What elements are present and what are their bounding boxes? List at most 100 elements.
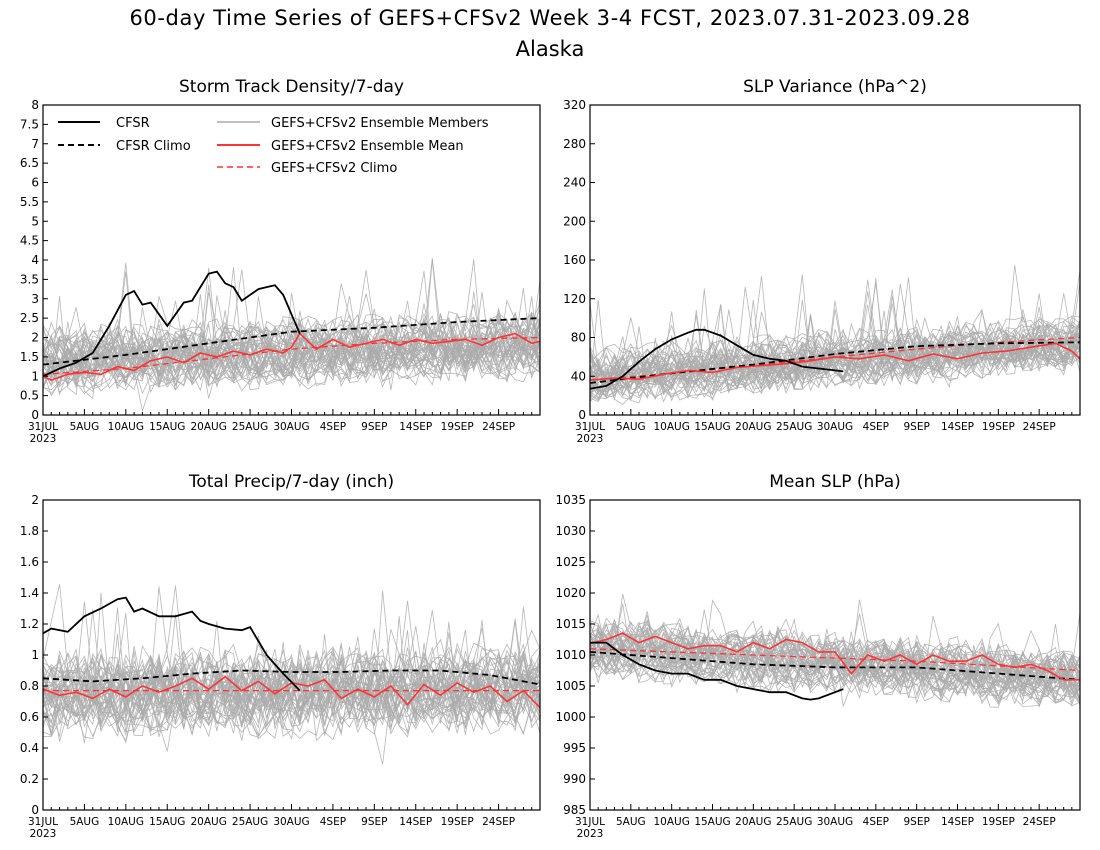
y-tick-label: 1.5 <box>20 350 39 364</box>
ensemble-member-line <box>42 295 541 397</box>
ensemble-member-line <box>589 286 1081 373</box>
y-tick-label: 200 <box>563 214 586 228</box>
x-tick-label: 19SEP <box>982 421 1015 433</box>
x-tick-label: 20AUG <box>190 421 226 433</box>
y-tick-label: 7 <box>31 137 39 151</box>
ensemble-member-line <box>589 275 1081 383</box>
y-tick-label: 4 <box>31 253 39 267</box>
ensemble-member-line <box>42 314 541 366</box>
ensemble-member-line <box>42 633 541 723</box>
y-tick-label: 2 <box>31 493 39 507</box>
ensemble-member-line <box>42 653 541 738</box>
x-tick-label: 31JUL <box>28 421 58 433</box>
ensemble-members <box>589 593 1081 708</box>
series-cfsr-climo-line <box>42 317 541 366</box>
series-cfsr-line <box>589 328 844 390</box>
y-tick-label: 0 <box>31 803 39 817</box>
figure-subtitle: Alaska <box>516 37 585 61</box>
ensemble-member-line <box>42 308 541 379</box>
x-tick-label: 30AUG <box>817 421 853 433</box>
y-tick-label: 80 <box>571 331 586 345</box>
x-tick-label: 24SEP <box>1023 816 1056 828</box>
x-tick-label: 10AUG <box>653 421 689 433</box>
y-tick-label: 240 <box>563 176 586 190</box>
x-year-label: 2023 <box>30 828 57 840</box>
y-tick-label: 3 <box>31 292 39 306</box>
ensemble-member-line <box>42 326 541 375</box>
y-tick-label: 4.5 <box>20 234 39 248</box>
panel-storm-track-density: Storm Track Density/7-day 0 0.5 1 1.5 2 2.5 3 3.… <box>20 77 541 445</box>
x-year-label: 2023 <box>577 433 604 445</box>
ensemble-member-line <box>589 277 1081 389</box>
x-tick-label: 10AUG <box>108 421 144 433</box>
ensemble-member-line <box>589 270 1081 378</box>
y-tick-label: 1015 <box>555 617 586 631</box>
y-tick-label: 995 <box>563 741 586 755</box>
x-tick-label: 5AUG <box>616 421 646 433</box>
ensemble-member-line <box>589 316 1081 390</box>
x-tick-label: 25AUG <box>232 816 268 828</box>
x-tick-label: 4SEP <box>863 421 889 433</box>
ensemble-member-line <box>42 329 541 377</box>
ensemble-member-line <box>589 632 1081 691</box>
ensemble-member-line <box>42 262 541 382</box>
ensemble-member-line <box>589 306 1081 400</box>
ensemble-member-line <box>42 671 541 727</box>
legend-members-label: GEFS+CFSv2 Ensemble Members <box>271 116 489 131</box>
ensemble-member-line <box>589 630 1081 693</box>
figure-title: 60-day Time Series of GEFS+CFSv2 Week 3-… <box>129 6 970 30</box>
y-tick-label: 120 <box>563 292 586 306</box>
x-tick-label: 14SEP <box>941 816 974 828</box>
legend: CFSR CFSR Climo GEFS+CFSv2 Ensemble Memb… <box>58 116 489 176</box>
series-cfsr-line <box>590 641 844 701</box>
chart-title: Total Precip/7-day (inch) <box>188 472 394 492</box>
ensemble-member-line <box>589 274 1081 377</box>
y-tick-label: 985 <box>563 803 586 817</box>
y-tick-label: 7.5 <box>20 117 39 131</box>
x-tick-label: 4SEP <box>863 816 889 828</box>
series-cfsr-climo-line <box>42 669 541 686</box>
x-tick-label: 9SEP <box>361 421 387 433</box>
y-tick-label: 40 <box>571 369 586 383</box>
ensemble-member-line <box>589 617 1081 680</box>
series-climo-line <box>589 648 1081 672</box>
legend-mean-label: GEFS+CFSv2 Ensemble Mean <box>271 139 464 154</box>
ensemble-member-line <box>589 284 1081 385</box>
y-tick-label: 6.5 <box>20 156 39 170</box>
x-tick-label: 15AUG <box>149 816 185 828</box>
x-tick-label: 5AUG <box>616 816 646 828</box>
y-tick-label: 1000 <box>555 710 586 724</box>
ensemble-member-line <box>42 292 541 381</box>
x-tick-label: 20AUG <box>190 816 226 828</box>
x-tick-label: 10AUG <box>108 816 144 828</box>
y-tick-label: 2 <box>31 331 39 345</box>
series-cfsr-climo-line <box>589 651 1081 681</box>
ensemble-member-line <box>42 669 541 725</box>
x-tick-label: 19SEP <box>441 421 474 433</box>
ensemble-member-line <box>589 330 1081 390</box>
ensemble-member-line <box>589 618 1081 684</box>
x-tick-label: 31JUL <box>575 816 605 828</box>
ensemble-member-line <box>589 615 1081 687</box>
ensemble-member-line <box>589 643 1081 697</box>
legend-cfsr-climo-label: CFSR Climo <box>116 139 191 154</box>
y-tick-label: 5 <box>31 214 39 228</box>
x-tick-label: 4SEP <box>320 816 346 828</box>
series-cfsr-line <box>42 596 301 692</box>
x-tick-label: 9SEP <box>904 421 930 433</box>
y-tick-label: 320 <box>563 98 586 112</box>
y-tick-label: 5.5 <box>20 195 39 209</box>
chart-title: Mean SLP (hPa) <box>769 472 901 492</box>
ensemble-member-line <box>589 637 1081 699</box>
x-tick-label: 24SEP <box>482 816 515 828</box>
ensemble-member-line <box>42 280 541 388</box>
x-tick-label: 20AUG <box>735 816 771 828</box>
ensemble-member-line <box>42 646 541 702</box>
x-tick-label: 5AUG <box>70 421 100 433</box>
y-tick-label: 1030 <box>555 524 586 538</box>
ensemble-member-line <box>589 309 1081 398</box>
y-tick-label: 1025 <box>555 555 586 569</box>
ensemble-member-line <box>42 295 541 391</box>
y-tick-label: 1.8 <box>20 524 39 538</box>
